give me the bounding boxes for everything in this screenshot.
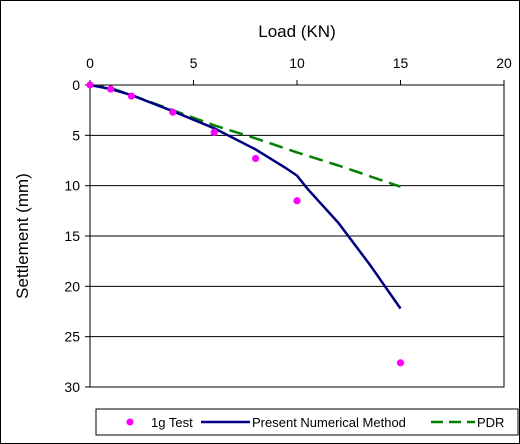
marker-1g-test-5 bbox=[252, 155, 259, 162]
legend-marker-1g-test bbox=[127, 419, 134, 426]
marker-1g-test-7 bbox=[397, 359, 404, 366]
x-axis-label: Load (KN) bbox=[258, 22, 335, 41]
y-tick-label-6: 30 bbox=[64, 379, 80, 395]
y-tick-label-1: 5 bbox=[72, 127, 80, 143]
legend-label-numerical: Present Numerical Method bbox=[252, 415, 406, 430]
y-tick-labels: 0 5 10 15 20 25 30 bbox=[64, 77, 90, 395]
y-tick-label-0: 0 bbox=[72, 77, 80, 93]
x-tick-label-2: 10 bbox=[289, 55, 305, 71]
marker-1g-test-2 bbox=[128, 92, 135, 99]
legend: 1g Test Present Numerical Method PDR bbox=[96, 409, 518, 435]
y-axis-label: Settlement (mm) bbox=[13, 173, 32, 299]
marker-1g-test-3 bbox=[169, 109, 176, 116]
x-tick-label-0: 0 bbox=[86, 55, 94, 71]
legend-label-1g-test: 1g Test bbox=[151, 415, 193, 430]
legend-label-pdr: PDR bbox=[477, 415, 504, 430]
marker-1g-test-6 bbox=[293, 197, 300, 204]
y-tick-label-4: 20 bbox=[64, 278, 80, 294]
y-tick-label-2: 10 bbox=[64, 178, 80, 194]
x-tick-label-3: 15 bbox=[393, 55, 409, 71]
marker-1g-test-0 bbox=[86, 81, 93, 88]
marker-1g-test-4 bbox=[211, 129, 218, 136]
marker-1g-test-1 bbox=[107, 85, 114, 92]
y-tick-label-3: 15 bbox=[64, 228, 80, 244]
x-tick-labels: 0 5 10 15 20 bbox=[86, 55, 512, 85]
x-tick-label-1: 5 bbox=[190, 55, 198, 71]
y-tick-label-5: 25 bbox=[64, 329, 80, 345]
x-tick-label-4: 20 bbox=[496, 55, 512, 71]
